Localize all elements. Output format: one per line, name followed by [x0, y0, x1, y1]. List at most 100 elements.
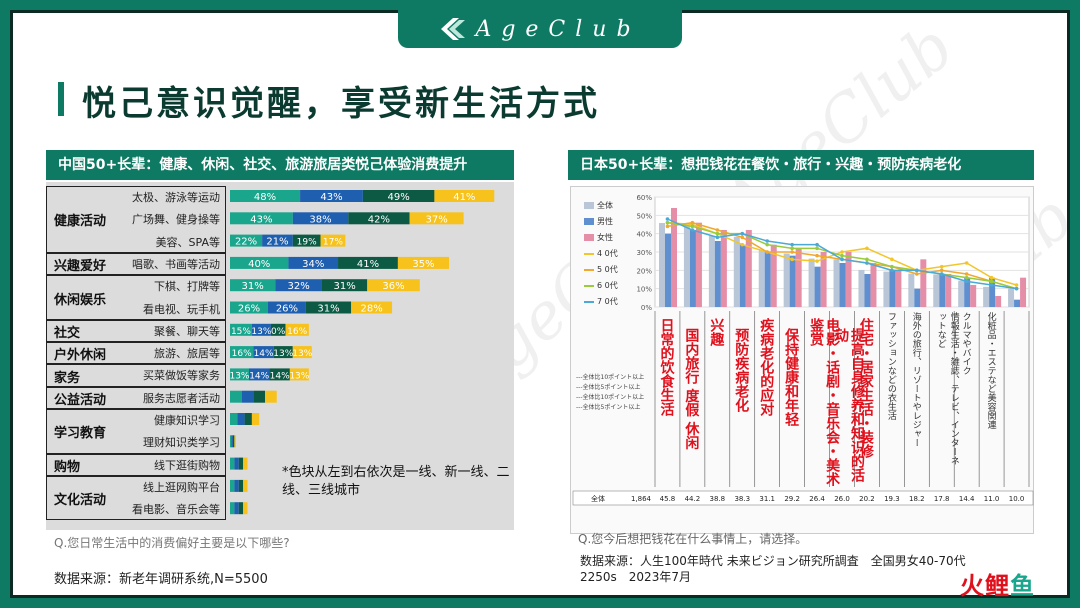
line-point: [939, 264, 944, 269]
y-tick-label: 20%: [636, 267, 652, 275]
line-point: [815, 246, 819, 251]
line-point: [690, 228, 695, 232]
bar-segment: [248, 368, 270, 381]
right-combo-chart: 60% 50% 40% 30% 20% 10% 0% 全体 1,864 45.8 44.2 38.8 3…: [572, 194, 1034, 506]
y-tick-label: 30%: [636, 249, 652, 257]
bar: [665, 233, 671, 307]
bar: [939, 274, 946, 307]
table-row-label: 全体: [591, 494, 605, 503]
line-point: [890, 257, 894, 262]
bar-value-label: 13%: [229, 371, 249, 381]
line-point: [815, 242, 819, 247]
line-point: [915, 268, 919, 273]
legend-swatch: [584, 202, 594, 209]
category-box: [46, 342, 226, 365]
legend-swatch: [584, 300, 594, 303]
bar-segment: [305, 301, 352, 314]
line-point: [790, 246, 794, 251]
legend-swatch: [584, 234, 594, 241]
category-box: [46, 409, 226, 454]
line-point: [939, 268, 944, 273]
bar: [695, 222, 702, 307]
bar-value-label: 32%: [288, 281, 310, 292]
bar: [1020, 277, 1027, 307]
table-cell: 18.2: [909, 495, 925, 503]
table-cell: 11.0: [984, 495, 1000, 503]
bar-segment: [243, 457, 248, 470]
bar-value-label: 26%: [276, 304, 298, 315]
bar-value-label: 31%: [317, 304, 339, 315]
bar-value-label: 14%: [254, 349, 274, 359]
table-cell: 38.3: [734, 495, 750, 503]
bar: [845, 252, 852, 307]
line-point: [989, 279, 994, 284]
subcategory-label: 线下逛街购物: [154, 458, 220, 472]
brand-text: AgeClub: [475, 16, 641, 42]
legend-item: 6 0代: [584, 280, 618, 291]
table-cell: 26.0: [834, 495, 850, 503]
category-annotation: 提高自身修养和知识的活动: [833, 328, 865, 482]
bar-value-label: 19%: [297, 238, 317, 248]
category-label: 学习教育: [54, 426, 107, 442]
line-point: [765, 239, 769, 243]
category-box: [46, 453, 226, 476]
bar-segment: [230, 346, 254, 359]
category-box: [46, 319, 226, 343]
legend-label: 女性: [597, 233, 613, 242]
bar: [995, 296, 1002, 307]
bar-segment: [338, 256, 398, 269]
bar-segment: [238, 457, 244, 470]
bar: [933, 274, 940, 307]
bar: [764, 252, 771, 307]
bar-segment: [238, 502, 244, 515]
line-point: [815, 253, 819, 258]
line-point: [890, 264, 894, 269]
bar-segment: [273, 346, 293, 359]
bar-segment: [230, 457, 235, 470]
category-box: [46, 386, 226, 409]
bar-value-label: 14%: [249, 371, 269, 381]
line-point: [690, 220, 695, 225]
bar-value-label: 0%: [271, 327, 286, 337]
bar-segment: [234, 457, 239, 470]
left-source: 数据来源：新老年调研系统,N=5500: [54, 572, 268, 587]
y-tick-label: 60%: [636, 194, 652, 202]
bar: [870, 263, 877, 307]
bar: [983, 286, 990, 307]
bar-value-label: 13%: [289, 371, 309, 381]
bar-value-label: 42%: [368, 214, 390, 225]
table-cell: 45.8: [660, 495, 676, 503]
category-annotation: 住宅・居家生活・装修: [857, 318, 874, 458]
bar-value-label: 38%: [309, 214, 331, 225]
subcategory-label: 服务志愿者活动: [143, 391, 220, 405]
bar: [970, 285, 977, 307]
bar: [864, 274, 871, 307]
bar-value-label: 43%: [250, 214, 272, 225]
right-source-line2: 2250s 2023年7月: [580, 570, 691, 584]
bar-segment: [320, 234, 346, 247]
bar-segment: [230, 368, 249, 381]
table-cell: 1,864: [631, 495, 652, 503]
bar: [945, 274, 952, 307]
legend-swatch: [584, 284, 594, 287]
bar-segment: [251, 323, 271, 336]
line-point: [939, 272, 944, 276]
bar-segment: [230, 435, 232, 448]
bar-segment: [434, 190, 495, 202]
bar-segment: [262, 234, 293, 247]
line-point: [715, 235, 720, 240]
subcategory-label: 旅游、旅居等: [154, 347, 220, 361]
bar: [770, 244, 777, 307]
bar: [883, 271, 890, 307]
line-point: [665, 217, 670, 221]
bar-segment: [238, 479, 244, 492]
line-point: [690, 224, 695, 229]
bar-value-label: 13%: [251, 327, 271, 337]
line-point: [765, 250, 769, 254]
category-label: 公益活动: [54, 392, 107, 408]
category-label: 休闲娱乐: [54, 292, 107, 308]
category-label: 家务: [54, 370, 81, 386]
category-annotation: 国内旅行 度假 休闲: [683, 328, 700, 450]
subcategory-label: 美容、SPA等: [155, 235, 220, 249]
bar: [833, 259, 840, 307]
